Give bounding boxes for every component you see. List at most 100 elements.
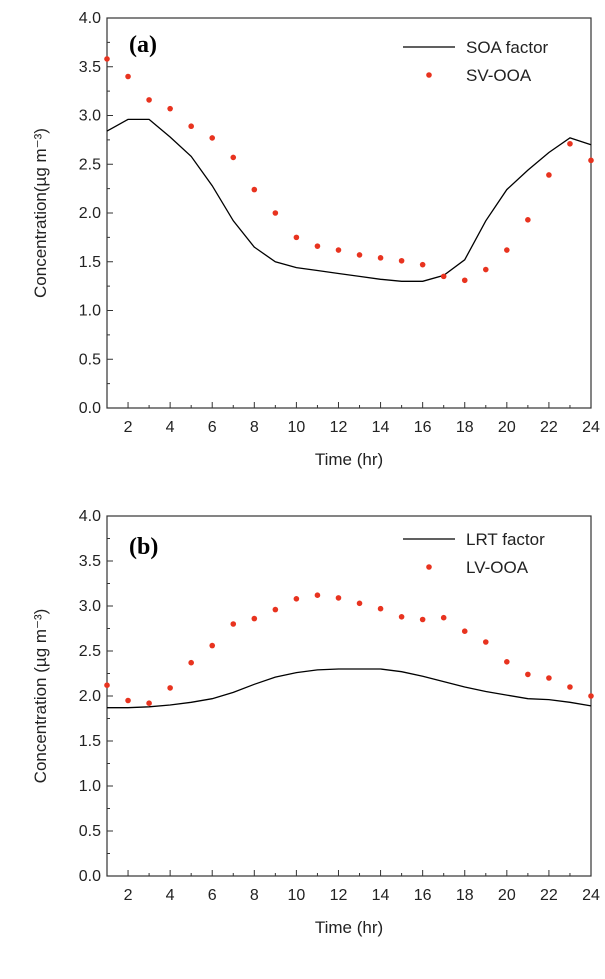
data-point	[461, 628, 468, 634]
data-point	[188, 659, 194, 666]
data-point	[482, 639, 489, 645]
y-tick-label: 1.0	[79, 303, 101, 320]
x-tick-label: 16	[414, 887, 432, 904]
y-tick-label: 0.5	[79, 823, 101, 840]
y-tick-label: 4.0	[79, 10, 101, 27]
data-point	[209, 642, 216, 649]
chart-panel-b: 0.00.51.01.52.02.53.03.54.02 4 6 8 10 12 14 16 1…	[31, 508, 600, 937]
data-point	[188, 123, 194, 130]
data-point	[525, 217, 531, 223]
x-axis-title: Time (hr)	[315, 918, 383, 937]
panel-label: (b)	[129, 534, 158, 560]
data-point	[588, 693, 594, 699]
data-point	[125, 697, 131, 704]
data-point	[356, 600, 363, 607]
y-tick-label: 2.0	[79, 205, 101, 222]
data-point	[272, 210, 279, 216]
data-point	[230, 621, 237, 627]
y-tick-label: 3.5	[79, 59, 101, 76]
y-tick-label: 2.0	[79, 688, 101, 705]
y-tick-label: 3.0	[79, 108, 101, 125]
data-point	[293, 596, 300, 602]
x-tick-label: 10	[287, 419, 305, 436]
data-point	[335, 247, 342, 253]
data-point	[398, 614, 405, 620]
y-tick-label: 1.5	[79, 733, 101, 750]
data-point	[525, 671, 531, 678]
data-point	[167, 685, 173, 691]
series-line	[106, 118, 592, 282]
x-tick-label: 12	[330, 419, 348, 436]
data-point	[440, 273, 447, 280]
data-point	[272, 606, 279, 613]
data-point	[314, 592, 321, 598]
x-tick-label: 8	[250, 887, 259, 904]
data-point	[419, 616, 426, 623]
x-tick-label: 14	[372, 419, 390, 436]
data-point	[251, 615, 258, 622]
data-point	[398, 257, 405, 264]
x-tick-label: 8	[250, 419, 259, 436]
chart-panel-a: 0.00.51.01.52.02.53.03.54.02 4 6 8 10 12 14 16 1…	[31, 10, 600, 469]
x-tick-label: 14	[372, 887, 390, 904]
data-point	[146, 97, 152, 103]
x-tick-label: 4	[166, 419, 175, 436]
x-tick-label: 10	[287, 887, 305, 904]
data-point	[293, 234, 300, 241]
x-tick-label: 4	[166, 887, 175, 904]
panel-label: (a)	[129, 32, 157, 58]
legend-label: LV-OOA	[466, 558, 529, 577]
data-point	[546, 675, 552, 681]
x-tick-label: 6	[208, 887, 217, 904]
x-tick-label: 22	[540, 419, 558, 436]
data-point	[146, 700, 152, 706]
legend-label: LRT factor	[466, 530, 545, 549]
data-point	[419, 261, 426, 268]
y-tick-label: 0.5	[79, 351, 101, 368]
data-point	[356, 252, 363, 258]
data-point	[209, 135, 216, 141]
data-point	[167, 105, 173, 112]
y-tick-label: 4.0	[79, 508, 101, 525]
y-tick-label: 3.0	[79, 598, 101, 615]
y-tick-label: 1.5	[79, 254, 101, 271]
data-point	[104, 682, 110, 688]
y-tick-label: 2.5	[79, 156, 101, 173]
data-point	[125, 73, 131, 80]
data-point	[504, 247, 510, 253]
legend-dot-symbol	[426, 564, 432, 570]
x-tick-label: 20	[498, 419, 516, 436]
legend-dot-symbol	[426, 72, 432, 78]
data-point	[482, 266, 489, 273]
data-point	[230, 154, 237, 161]
y-tick-label: 0.0	[79, 868, 101, 885]
y-tick-label: 2.5	[79, 643, 101, 660]
x-tick-label: 20	[498, 887, 516, 904]
data-point	[335, 595, 342, 601]
y-tick-label: 1.0	[79, 778, 101, 795]
x-tick-label: 18	[456, 887, 474, 904]
x-tick-label: 16	[414, 419, 432, 436]
x-tick-label: 2	[124, 887, 133, 904]
y-axis-title: Concentration(µg m⁻³)	[31, 128, 50, 298]
x-axis-title: Time (hr)	[315, 450, 383, 469]
data-point	[588, 157, 594, 164]
legend-label: SOA factor	[466, 38, 549, 57]
y-axis-title: Concentration (µg m⁻³)	[31, 609, 50, 784]
data-point	[546, 172, 552, 178]
series-line	[107, 668, 592, 709]
x-tick-label: 2	[124, 419, 133, 436]
x-tick-label: 18	[456, 419, 474, 436]
data-point	[440, 614, 447, 621]
y-tick-label: 0.0	[79, 400, 101, 417]
data-point	[504, 659, 510, 665]
x-tick-label: 24	[582, 419, 600, 436]
x-tick-label: 6	[208, 419, 217, 436]
data-point	[104, 56, 110, 62]
x-tick-label: 22	[540, 887, 558, 904]
data-point	[461, 277, 468, 284]
data-point	[377, 605, 384, 612]
x-tick-label: 12	[330, 887, 348, 904]
data-point	[251, 186, 258, 193]
legend-label: SV-OOA	[466, 66, 532, 85]
